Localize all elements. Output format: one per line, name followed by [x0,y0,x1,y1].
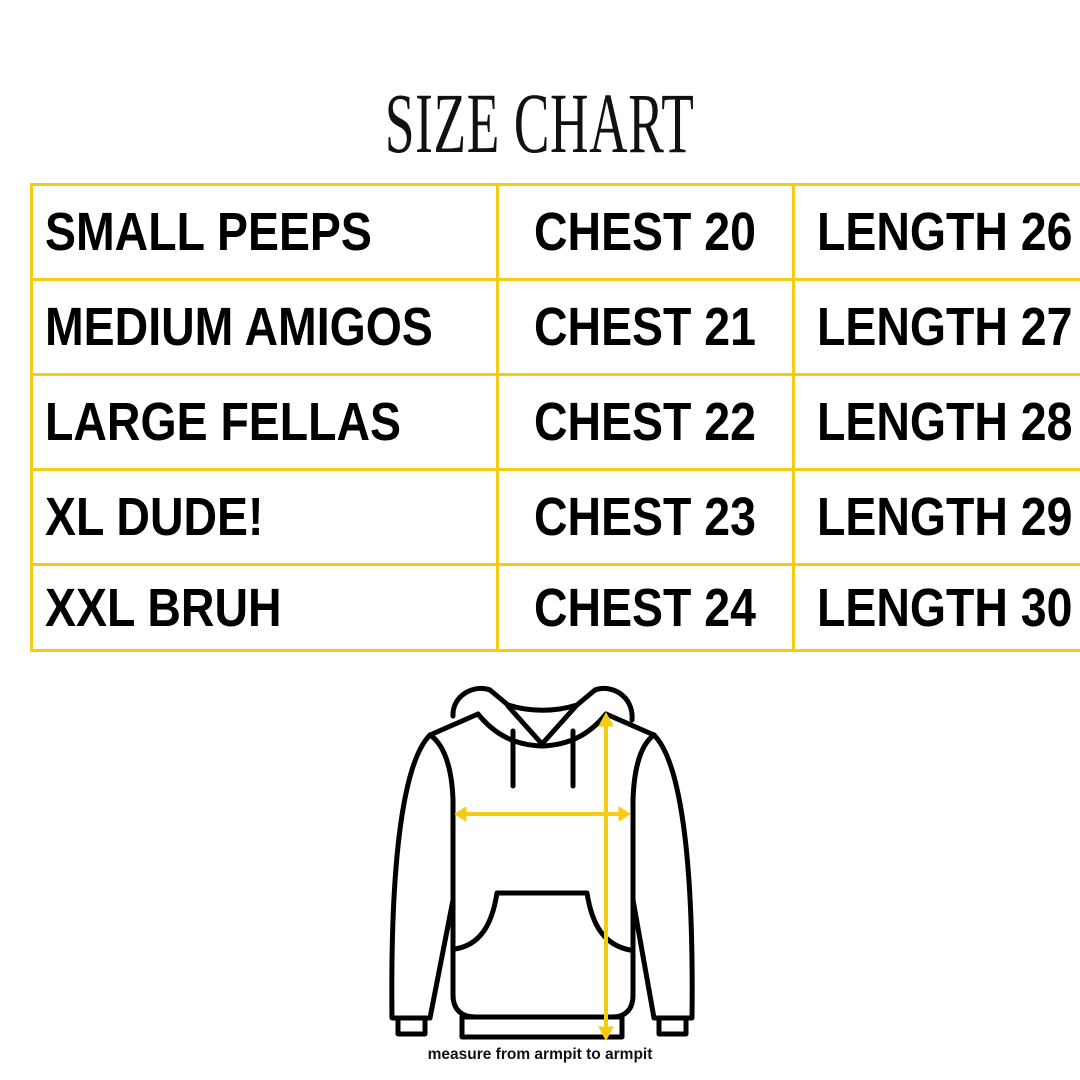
measurement-caption: measure from armpit to armpit [427,1046,653,1063]
length-value: LENGTH 26 [817,202,1073,262]
size-cell: MEDIUM AMIGOS [30,278,499,376]
size-label: SMALL PEEPS [45,202,372,262]
measurement-arrows-icon [454,711,631,1042]
table-row: SMALL PEEPS CHEST 20 LENGTH 26 [30,183,1080,281]
chest-value: CHEST 23 [533,487,756,547]
size-label: XL DUDE! [45,487,264,547]
table-row: MEDIUM AMIGOS CHEST 21 LENGTH 27 [30,278,1080,376]
length-value: LENGTH 27 [817,297,1073,357]
chest-cell: CHEST 21 [495,278,796,376]
length-cell: LENGTH 26 [792,183,1080,281]
chest-value: CHEST 24 [533,577,756,638]
chest-cell: CHEST 22 [495,373,796,471]
hoodie-illustration [389,685,695,1042]
chest-cell: CHEST 24 [495,563,796,652]
size-label: MEDIUM AMIGOS [45,297,433,357]
page-title: SIZE CHART [0,78,1080,168]
length-cell: LENGTH 29 [792,468,1080,566]
chest-value: CHEST 20 [533,202,756,262]
size-label: LARGE FELLAS [45,392,402,452]
table-row: XL DUDE! CHEST 23 LENGTH 29 [30,468,1080,566]
length-cell: LENGTH 28 [792,373,1080,471]
chest-value: CHEST 21 [533,297,756,357]
size-cell: XL DUDE! [30,468,499,566]
length-value: LENGTH 28 [817,392,1073,452]
size-cell: XXL BRUH [30,563,499,652]
chest-value: CHEST 22 [533,392,756,452]
length-value: LENGTH 30 [817,577,1073,638]
size-cell: LARGE FELLAS [30,373,499,471]
table-row: LARGE FELLAS CHEST 22 LENGTH 28 [30,373,1080,471]
hoodie-outline-icon [389,685,695,1040]
chest-cell: CHEST 23 [495,468,796,566]
length-cell: LENGTH 30 [792,563,1080,652]
length-cell: LENGTH 27 [792,278,1080,376]
table-row: XXL BRUH CHEST 24 LENGTH 30 [30,563,1080,652]
size-table: SMALL PEEPS CHEST 20 LENGTH 26 MEDIUM AM… [30,183,1080,652]
length-value: LENGTH 29 [817,487,1073,547]
chest-cell: CHEST 20 [495,183,796,281]
size-cell: SMALL PEEPS [30,183,499,281]
size-label: XXL BRUH [45,577,282,638]
title-text: SIZE CHART [385,75,695,171]
